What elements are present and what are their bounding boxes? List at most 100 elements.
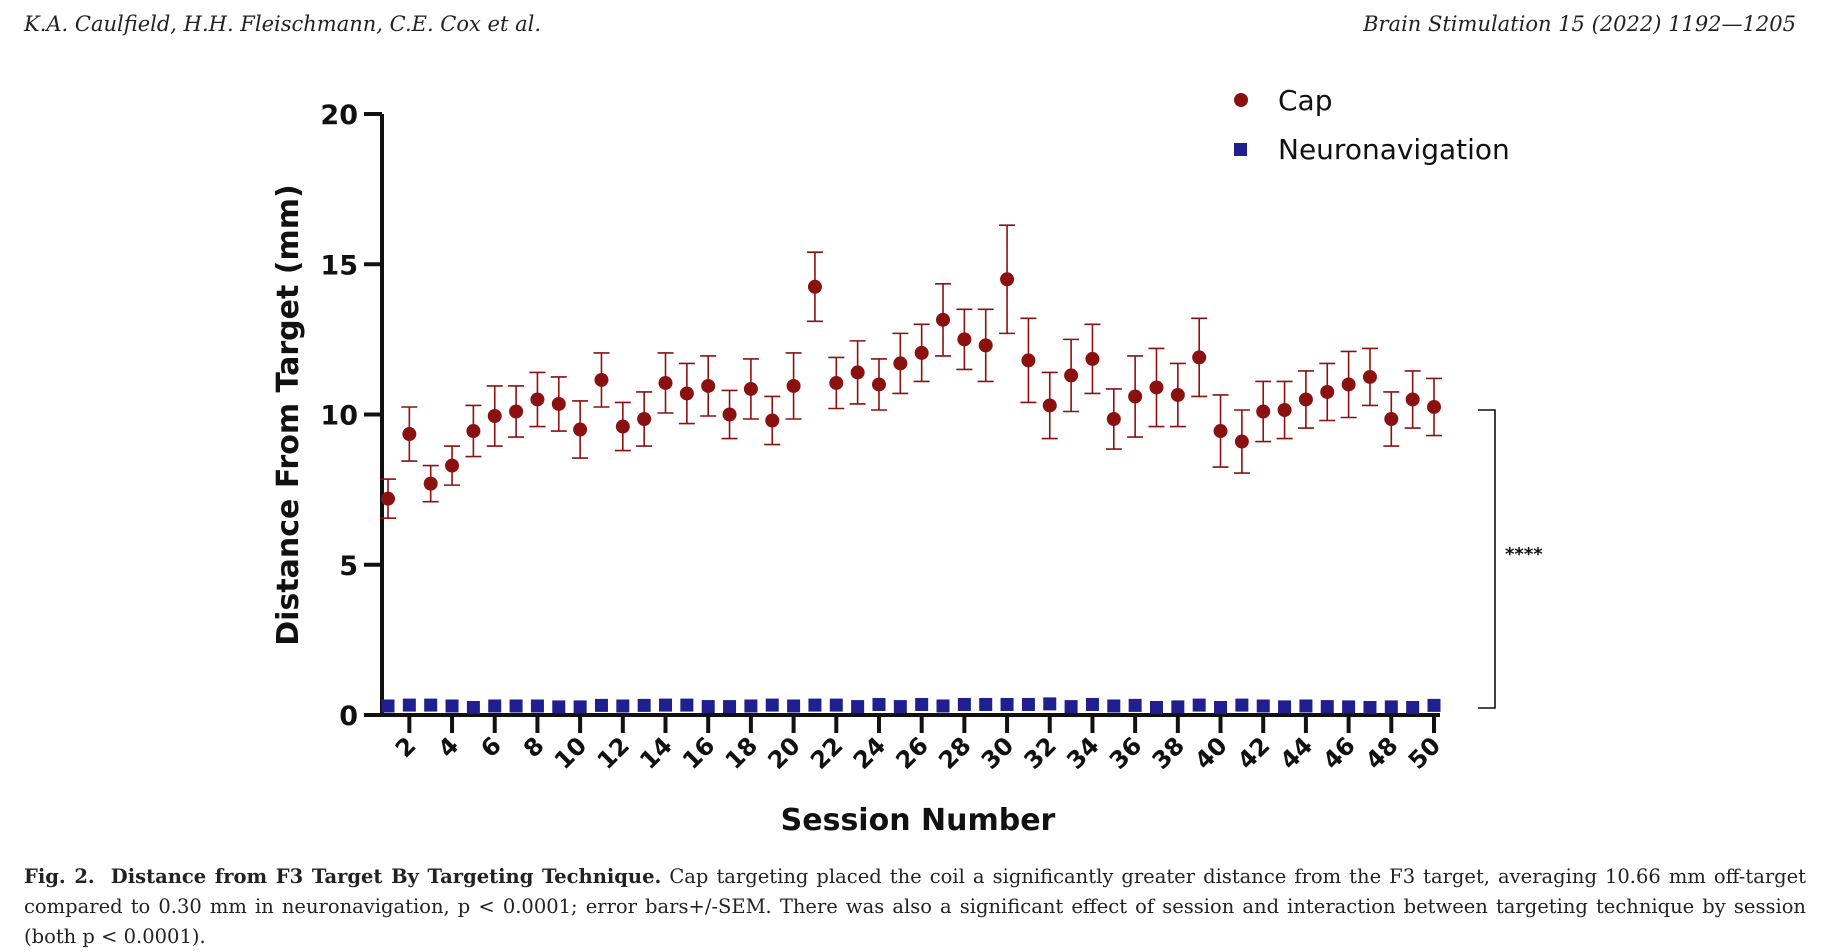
x-tick-label: 40 bbox=[1189, 731, 1232, 774]
x-tick-label: 20 bbox=[762, 731, 805, 774]
neuronavigation-point bbox=[808, 698, 822, 712]
figure-caption-text: Cap targeting placed the coil a signific… bbox=[24, 865, 1807, 948]
x-tick-label: 4 bbox=[433, 731, 465, 763]
x-tick-label: 44 bbox=[1275, 731, 1318, 774]
legend-neuronavigation-label: Neuronavigation bbox=[1278, 133, 1510, 166]
cap-point bbox=[1042, 398, 1057, 413]
x-tick-label: 18 bbox=[720, 731, 763, 774]
neuronavigation-point bbox=[1000, 697, 1014, 711]
x-axis-title: Session Number bbox=[781, 803, 1056, 838]
cap-point bbox=[1298, 392, 1313, 407]
running-head-authors: K.A. Caulfield, H.H. Fleischmann, C.E. C… bbox=[24, 12, 541, 36]
neuronavigation-point bbox=[1363, 700, 1377, 714]
cap-point bbox=[445, 458, 460, 473]
significance-bracket: **** bbox=[1478, 409, 1543, 709]
neuronavigation-point bbox=[1320, 700, 1334, 714]
neuronavigation-point bbox=[680, 698, 694, 712]
neuronavigation-point bbox=[1192, 698, 1206, 712]
neuronavigation-point bbox=[466, 700, 480, 714]
neuronavigation-point bbox=[573, 700, 587, 714]
cap-point bbox=[765, 413, 780, 428]
x-tick-label: 36 bbox=[1104, 731, 1147, 774]
x-tick-label: 24 bbox=[848, 731, 891, 774]
cap-point bbox=[722, 407, 737, 422]
cap-point bbox=[423, 476, 438, 491]
cap-point bbox=[1405, 392, 1420, 407]
neuronavigation-point bbox=[872, 697, 886, 711]
cap-point bbox=[594, 372, 609, 387]
neuronavigation-point bbox=[381, 699, 395, 713]
cap-point bbox=[1341, 377, 1356, 392]
cap-point bbox=[893, 356, 908, 371]
cap-point bbox=[1170, 387, 1185, 402]
cap-point bbox=[381, 491, 395, 506]
cap-point bbox=[573, 422, 588, 437]
neuronavigation-point bbox=[637, 698, 651, 712]
neuronavigation-point bbox=[893, 700, 907, 714]
neuronavigation-point bbox=[659, 698, 673, 712]
neuronavigation-point bbox=[851, 700, 865, 714]
figure-caption-title: Distance from F3 Target By Targeting Tec… bbox=[110, 865, 662, 888]
x-tick-label: 10 bbox=[549, 731, 592, 774]
neuronavigation-point bbox=[1299, 699, 1313, 713]
x-tick-label: 30 bbox=[976, 731, 1019, 774]
neuronavigation-point bbox=[1149, 700, 1163, 714]
neuronavigation-point bbox=[509, 699, 523, 713]
neuronavigation-point bbox=[552, 700, 566, 714]
neuronavigation-point bbox=[765, 698, 779, 712]
neuronavigation-point bbox=[1278, 700, 1292, 714]
neuronavigation-point bbox=[402, 698, 416, 712]
cap-point bbox=[743, 381, 758, 396]
neuronavigation-point bbox=[979, 697, 993, 711]
cap-point bbox=[402, 427, 417, 442]
cap-point bbox=[936, 312, 951, 327]
neuronavigation-point bbox=[1235, 698, 1249, 712]
cap-series bbox=[381, 272, 1441, 506]
cap-point bbox=[1234, 434, 1249, 449]
x-tick-label: 16 bbox=[677, 731, 720, 774]
y-tick-label: 10 bbox=[320, 401, 358, 432]
neuronavigation-point bbox=[723, 700, 737, 714]
cap-point bbox=[1320, 384, 1335, 399]
figure-caption: Fig. 2. Distance from F3 Target By Targe… bbox=[24, 862, 1806, 952]
x-tick-label: 32 bbox=[1019, 731, 1062, 774]
neuronavigation-point bbox=[424, 698, 438, 712]
neuronavigation-point bbox=[1427, 698, 1441, 712]
cap-point bbox=[1106, 412, 1121, 427]
legend-cap-label: Cap bbox=[1278, 84, 1332, 117]
y-tick-label: 15 bbox=[320, 250, 358, 281]
neuronavigation-point bbox=[701, 700, 715, 714]
neuronavigation-point bbox=[829, 698, 843, 712]
cap-point bbox=[850, 365, 865, 380]
y-tick-label: 0 bbox=[339, 701, 358, 732]
cap-point bbox=[679, 386, 694, 401]
neuronavigation-point bbox=[936, 699, 950, 713]
cap-point bbox=[551, 396, 566, 411]
x-tick-label: 48 bbox=[1360, 731, 1403, 774]
neuronavigation-point bbox=[1021, 697, 1035, 711]
cap-point bbox=[1000, 272, 1015, 287]
cap-point bbox=[1256, 404, 1271, 419]
cap-point bbox=[701, 378, 716, 393]
neuronavigation-point bbox=[1171, 700, 1185, 714]
cap-point bbox=[807, 279, 822, 294]
cap-point bbox=[1192, 350, 1207, 365]
neuronavigation-point bbox=[1128, 698, 1142, 712]
x-tick-label: 42 bbox=[1232, 731, 1275, 774]
cap-point bbox=[658, 375, 673, 390]
cap-point bbox=[1427, 399, 1441, 414]
cap-point bbox=[957, 332, 972, 347]
figure-label: Fig. 2. bbox=[24, 865, 95, 888]
cap-point bbox=[829, 375, 844, 390]
significance-bracket-line bbox=[1478, 409, 1496, 709]
cap-point bbox=[1277, 402, 1292, 417]
cap-point bbox=[1362, 369, 1377, 384]
neuronavigation-point bbox=[445, 699, 459, 713]
x-tick-label: 34 bbox=[1061, 731, 1104, 774]
cap-point bbox=[1149, 380, 1164, 395]
neuronavigation-point bbox=[1085, 697, 1099, 711]
x-tick-label: 12 bbox=[592, 731, 635, 774]
neuronavigation-point bbox=[488, 699, 502, 713]
chart-legend: Cap Neuronavigation bbox=[1234, 84, 1510, 166]
x-tick-label: 22 bbox=[805, 731, 848, 774]
